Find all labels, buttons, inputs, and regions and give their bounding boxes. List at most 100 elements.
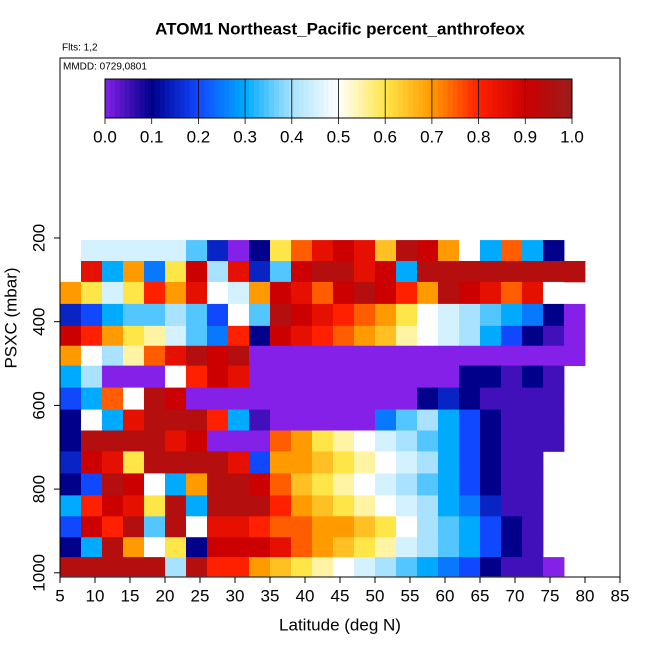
heatmap-cell xyxy=(165,430,187,452)
heatmap-cell xyxy=(123,345,145,367)
heatmap-cell xyxy=(501,260,523,283)
colorbar-segment xyxy=(562,79,568,118)
heatmap-cell xyxy=(249,240,271,262)
heatmap-cell xyxy=(123,537,145,558)
heatmap-cell xyxy=(228,557,250,577)
heatmap-cell xyxy=(270,409,292,431)
heatmap-cell xyxy=(270,303,292,327)
heatmap-cell xyxy=(501,537,523,558)
heatmap-cell xyxy=(375,240,397,262)
heatmap-cell xyxy=(354,281,376,305)
heatmap-cell xyxy=(270,537,292,558)
heatmap-cell xyxy=(249,473,271,496)
colorbar-segment xyxy=(159,79,166,118)
heatmap-cell xyxy=(522,387,544,410)
heatmap-cell xyxy=(270,430,292,452)
colorbar-segment xyxy=(318,79,325,118)
colorbar-segment xyxy=(413,79,419,118)
x-tick-label: 5 xyxy=(55,586,64,605)
heatmap-cell xyxy=(522,451,544,474)
x-tick-label: 20 xyxy=(156,586,175,605)
colorbar-tick-label: 0.8 xyxy=(467,127,491,146)
colorbar-segment xyxy=(139,79,146,118)
x-tick-label: 85 xyxy=(611,586,630,605)
heatmap-cell xyxy=(501,240,523,262)
heatmap-cell xyxy=(522,557,544,577)
heatmap-cell xyxy=(144,240,166,262)
heatmap-cell xyxy=(291,451,313,474)
heatmap-cell xyxy=(270,365,292,389)
heatmap-cell xyxy=(438,260,460,283)
heatmap-cell xyxy=(102,451,124,474)
colorbar-segment xyxy=(467,79,474,118)
heatmap-cell xyxy=(291,473,313,496)
heatmap-cell xyxy=(312,451,334,474)
heatmap-cell xyxy=(417,345,439,367)
heatmap-cell xyxy=(501,281,523,305)
heatmap-cell xyxy=(459,365,481,389)
heatmap-cell xyxy=(375,387,397,410)
colorbar-tick-label: 0.4 xyxy=(280,127,304,146)
heatmap-cell xyxy=(312,325,334,347)
heatmap-cell xyxy=(543,557,565,577)
heatmap-cell xyxy=(375,325,397,347)
heatmap-cell xyxy=(144,281,166,305)
heatmap-cell xyxy=(207,516,229,538)
heatmap-cell xyxy=(270,281,292,305)
colorbar-segment xyxy=(338,79,344,118)
heatmap-cell xyxy=(459,240,481,262)
heatmap-cell xyxy=(207,495,229,517)
heatmap-cell xyxy=(396,557,418,577)
colorbar-segment xyxy=(417,79,424,118)
heatmap-cell xyxy=(354,387,376,410)
heatmap-cell xyxy=(480,260,502,283)
heatmap-cell xyxy=(228,345,250,367)
heatmap-cell xyxy=(417,281,439,305)
heatmap-cell xyxy=(396,409,418,431)
colorbar-segment xyxy=(129,79,136,118)
heatmap-cell xyxy=(186,473,208,496)
heatmap-cell xyxy=(249,325,271,347)
heatmap-cell xyxy=(480,537,502,558)
heatmap-cell xyxy=(228,495,250,517)
heatmap-cell xyxy=(249,365,271,389)
heatmap-cell xyxy=(354,451,376,474)
heatmap-cell xyxy=(249,495,271,517)
heatmap-cell xyxy=(375,473,397,496)
heatmap-cell xyxy=(270,240,292,262)
heatmap-cell xyxy=(417,365,439,389)
heatmap-cell xyxy=(543,430,565,452)
heatmap-cell xyxy=(438,281,460,305)
subtitle: Flts: 1,2 xyxy=(62,43,98,54)
heatmap-cell xyxy=(354,430,376,452)
x-tick-label: 30 xyxy=(226,586,245,605)
heatmap-cell xyxy=(270,473,292,496)
colorbar-segment xyxy=(502,79,508,118)
heatmap-cell xyxy=(438,473,460,496)
heatmap-cell xyxy=(354,409,376,431)
heatmap-cell xyxy=(228,240,250,262)
heatmap-cell xyxy=(354,240,376,262)
heatmap-cell xyxy=(228,430,250,452)
heatmap-cell xyxy=(333,240,355,262)
heatmap-cell xyxy=(144,387,166,410)
heatmap-cell xyxy=(438,557,460,577)
heatmap-cell xyxy=(102,303,124,327)
heatmap-cell xyxy=(396,495,418,517)
heatmap-cell xyxy=(459,473,481,496)
heatmap-cell xyxy=(438,365,460,389)
colorbar-segment xyxy=(378,79,384,118)
heatmap-cell xyxy=(501,516,523,538)
colorbar-segment xyxy=(114,79,121,118)
heatmap-cell xyxy=(459,303,481,327)
heatmap-cell xyxy=(60,387,82,410)
heatmap-cell xyxy=(249,260,271,283)
heatmap-cell xyxy=(144,516,166,538)
colorbar-segment xyxy=(105,79,111,118)
heatmap-cell xyxy=(291,365,313,389)
colorbar-segment xyxy=(403,79,409,118)
heatmap-cell xyxy=(459,557,481,577)
heatmap-cell xyxy=(291,387,313,410)
heatmap-cell xyxy=(249,537,271,558)
heatmap-cell xyxy=(249,303,271,327)
